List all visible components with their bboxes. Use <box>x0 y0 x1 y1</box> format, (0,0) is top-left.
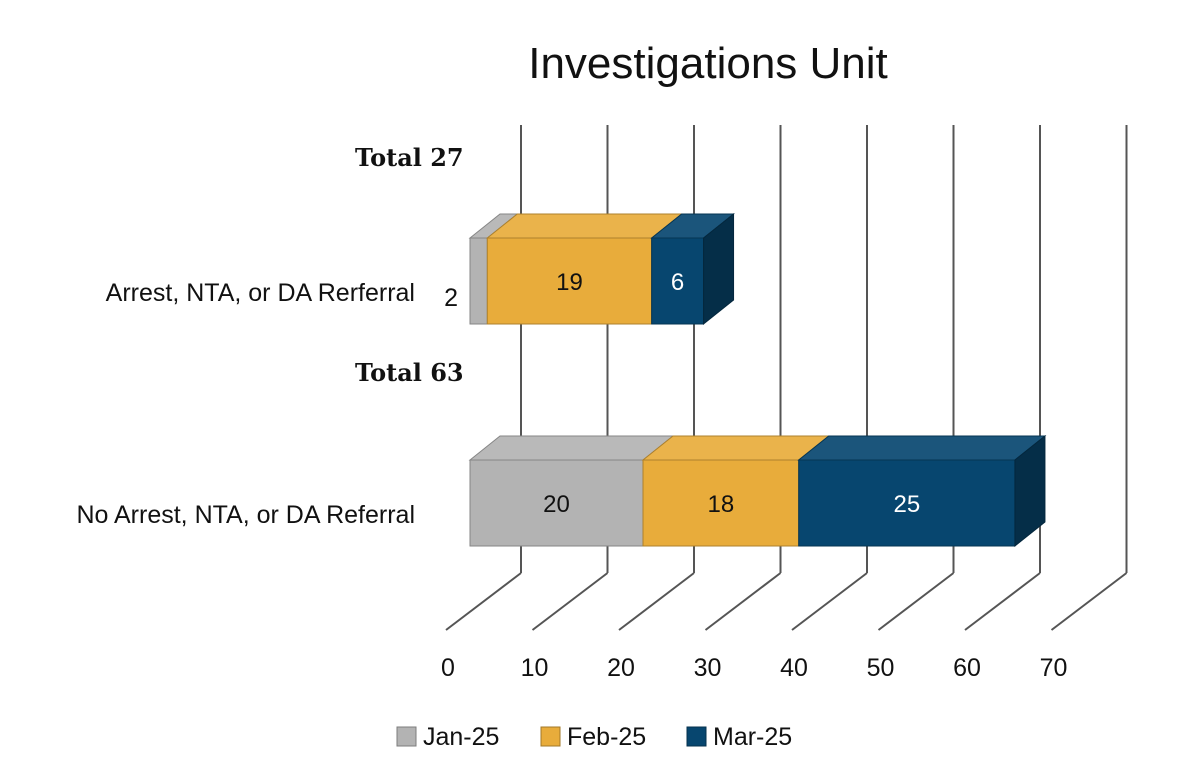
bar-top <box>641 435 831 461</box>
x-tick-label: 50 <box>867 654 895 682</box>
bar-front <box>469 459 644 547</box>
bar-segment <box>650 213 735 325</box>
total-label: Total 63 <box>355 358 464 387</box>
data-label: 2 <box>444 284 458 312</box>
floor-line <box>704 572 782 631</box>
bar-front <box>642 459 800 547</box>
bar-segment <box>468 435 675 547</box>
legend-item: Jan-25 <box>396 723 499 751</box>
legend-swatch <box>540 726 561 747</box>
bar-top <box>485 213 684 239</box>
bar-side <box>703 212 735 326</box>
data-label: 18 <box>707 491 734 518</box>
floor-line <box>964 572 1041 631</box>
x-tick-label: 70 <box>1040 654 1068 682</box>
legend-label: Jan-25 <box>423 723 499 751</box>
x-tick-label: 10 <box>521 654 549 682</box>
legend-swatch <box>686 726 707 747</box>
bar-segment <box>641 435 831 547</box>
chart-title: Investigations Unit <box>528 39 888 88</box>
bar-front <box>486 237 653 325</box>
data-label: 20 <box>543 491 570 518</box>
category-label: No Arrest, NTA, or DA Referral <box>76 501 415 529</box>
bar-top <box>797 435 1047 461</box>
total-label: Total 27 <box>355 143 464 172</box>
legend: Jan-25 Feb-25 Mar-25 <box>396 723 792 751</box>
legend-label: Mar-25 <box>713 723 792 751</box>
gridlines <box>445 125 1128 631</box>
bar-front <box>798 459 1016 547</box>
bar-top <box>468 435 675 461</box>
floor-line <box>618 572 695 631</box>
data-label: 19 <box>556 269 583 296</box>
legend-item: Mar-25 <box>686 723 792 751</box>
bar-segment <box>468 213 519 325</box>
x-tick-label: 40 <box>780 654 808 682</box>
data-label: 25 <box>893 491 920 518</box>
legend-item: Feb-25 <box>540 723 646 751</box>
floor-line <box>877 572 955 631</box>
floor-line <box>531 572 609 631</box>
legend-label: Feb-25 <box>567 723 646 751</box>
legend-swatch <box>396 726 417 747</box>
x-tick-label: 0 <box>441 654 455 682</box>
x-tick-label: 20 <box>607 654 635 682</box>
bar-segment <box>797 435 1047 547</box>
floor-line <box>1050 572 1128 631</box>
labels: Arrest, NTA, or DA Rerferral Total 27 2 19 6… <box>76 143 920 529</box>
floor-line <box>445 572 522 631</box>
data-label: 6 <box>671 269 684 296</box>
category-label: Arrest, NTA, or DA Rerferral <box>106 279 415 307</box>
bar-segment <box>485 213 684 325</box>
bar-front <box>651 237 705 325</box>
bars <box>468 212 1047 548</box>
x-tick-label: 30 <box>694 654 722 682</box>
floor-line <box>791 572 868 631</box>
bar-front <box>469 237 488 325</box>
x-tick-label: 60 <box>953 654 981 682</box>
bar-side <box>1014 434 1046 548</box>
x-axis-ticks: 0 10 20 30 40 50 60 70 <box>441 654 1067 682</box>
